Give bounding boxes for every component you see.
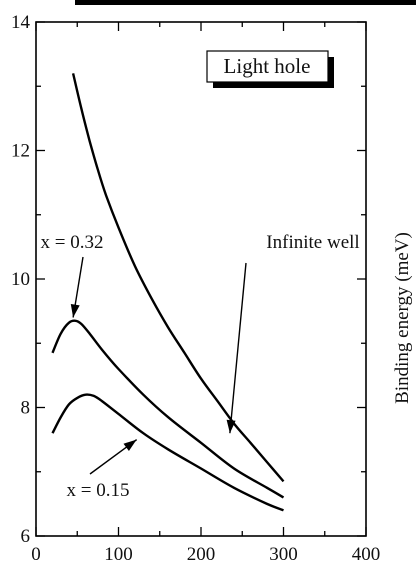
annotation-arrow-shaft — [230, 263, 246, 433]
legend-text: Light hole — [224, 54, 311, 78]
x-tick-label: 0 — [31, 544, 41, 565]
top-decoration-bar — [75, 0, 416, 5]
annotation-label: x = 0.32 — [41, 232, 104, 253]
annotation-label: x = 0.15 — [67, 480, 130, 501]
x-tick-label: 400 — [352, 544, 381, 565]
annotations: Infinite well x = 0.32 x = 0.15 — [41, 232, 360, 501]
y-tick-label: 8 — [21, 398, 31, 419]
axis-ticks — [36, 22, 366, 536]
y-tick-label: 6 — [21, 526, 31, 547]
data-curves — [53, 73, 284, 510]
annotation-arrowhead — [124, 440, 137, 451]
y-tick-label: 14 — [11, 12, 31, 33]
annotation-label: Infinite well — [266, 232, 359, 253]
x-tick-label: 200 — [187, 544, 216, 565]
curve-infinite-well — [73, 73, 283, 481]
curve-x-0-32 — [53, 321, 284, 498]
x-tick-label: 300 — [269, 544, 298, 565]
annotation-arrowhead — [227, 420, 236, 433]
y-tick-label: 10 — [11, 269, 30, 290]
y-tick-label: 12 — [11, 141, 30, 162]
legend-box: Light hole — [207, 51, 334, 88]
annotation-arrowhead — [71, 304, 80, 318]
plot-frame — [36, 22, 366, 536]
y-axis-label: Binding energy (meV) — [392, 232, 413, 404]
x-tick-label: 100 — [104, 544, 133, 565]
